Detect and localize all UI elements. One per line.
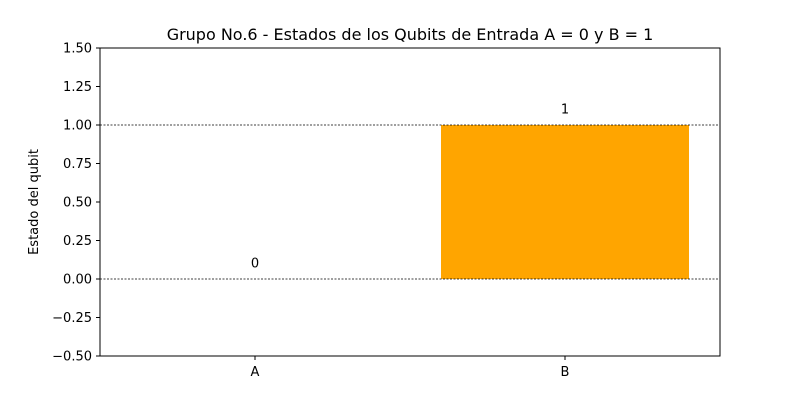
y-tick-label: −0.50	[52, 350, 92, 365]
y-tick-label: 1.25	[63, 80, 92, 95]
y-tick-label: 1.00	[63, 119, 92, 134]
bar-B	[441, 125, 689, 279]
y-tick-label: 0.75	[63, 157, 92, 172]
x-tick-label: A	[251, 365, 260, 380]
chart-title: Grupo No.6 - Estados de los Qubits de En…	[167, 25, 654, 44]
plot-area: 0 1 −0.50 −0.25 0.00 0.25 0.50 0.75 1.00 1.25 1.50…	[52, 42, 721, 380]
y-axis-label: Estado del qubit	[27, 149, 42, 255]
data-label-B: 1	[561, 103, 569, 118]
x-tick-label: B	[561, 365, 570, 380]
y-tick-label: 0.50	[63, 196, 92, 211]
data-label-A: 0	[251, 257, 259, 272]
y-tick-label: −0.25	[52, 311, 92, 326]
y-tick-label: 1.50	[63, 42, 92, 57]
y-tick-label: 0.00	[63, 273, 92, 288]
y-tick-label: 0.25	[63, 234, 92, 249]
